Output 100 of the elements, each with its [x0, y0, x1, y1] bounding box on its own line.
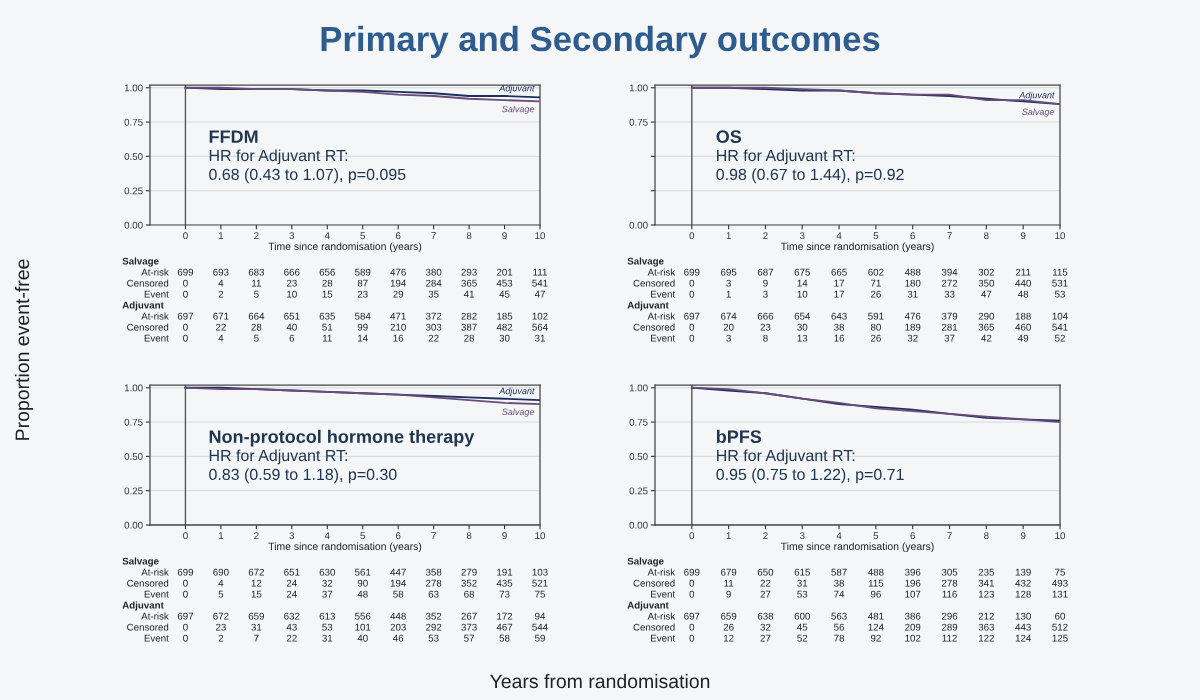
- x-tick-label: 0: [183, 232, 188, 240]
- x-tick-label: 4: [324, 232, 330, 239]
- x-tick-label: 8: [984, 532, 989, 540]
- text: At-risk 699 695 687 675 665 602 488 394 302 211 115: [647, 268, 1068, 276]
- x-tick-label: 1: [726, 532, 731, 539]
- y-tick-label: 0.25: [124, 487, 143, 495]
- x-tick-label: 10: [1055, 532, 1066, 540]
- x-tick-label: 6: [395, 232, 401, 240]
- y-tick-label: 0.00: [124, 221, 143, 229]
- y-tick-label: 0.50: [629, 453, 648, 460]
- x-tick-label: 0: [689, 532, 695, 540]
- x-tick-label: 7: [947, 232, 952, 239]
- x-tick-label: 6: [395, 532, 401, 540]
- text: Proportion event-free: [14, 259, 34, 440]
- x-tick-label: 3: [799, 532, 805, 540]
- y-tick-label: 1.00: [629, 384, 648, 392]
- text: Censored 0 4 12 24 32 90 194 278 352 435 521: [127, 579, 548, 587]
- text: Non-protocol hormone therapy: [209, 429, 475, 447]
- text: Event 0 1 3 10 17 26 31 33 47 48 53: [651, 290, 1065, 298]
- x-tick-label: 5: [873, 232, 879, 240]
- text: Censored 0 22 28 40 51 99 210 303 387 482 564: [127, 323, 548, 331]
- series-label: Adjuvant: [1018, 91, 1055, 101]
- text: Censored 0 23 31 43 53 101 203 292 373 467 544: [127, 623, 548, 631]
- x-tick-label: 6: [910, 232, 915, 240]
- text: Event 0 12 27 52 78 92 102 112 122 124 125: [651, 634, 1068, 642]
- series-label: Salvage: [502, 105, 535, 115]
- text: Censored 0 4 11 23 28 87 194 284 365 453 541: [127, 279, 548, 287]
- text: bPFS: [716, 429, 762, 444]
- y-tick-label: 1.00: [629, 84, 648, 92]
- x-axis-title: Time since randomisation (years): [780, 542, 934, 553]
- text: Censored 0 11 22 31 38 115 196 278 341 432 493: [633, 579, 1068, 587]
- x-tick-label: 10: [1055, 232, 1066, 240]
- text: Event 0 5 15 24 37 48 58 63 68 73 75: [144, 590, 545, 598]
- annotation: HR for Adjuvant RT: 0.95 (0.75 to 1.22), p=0.71: [716, 449, 904, 484]
- y-tick-label: 0.75: [629, 118, 648, 126]
- text: Adjuvant: [122, 301, 164, 311]
- x-tick-label: 2: [763, 232, 768, 239]
- x-tick-label: 6: [910, 532, 915, 540]
- x-tick-label: 9: [1020, 232, 1026, 240]
- annotation: HR for Adjuvant RT: 0.98 (0.67 to 1.44), p=0.92: [716, 149, 904, 184]
- y-tick-label: 0.00: [629, 221, 648, 229]
- x-axis-title: Time since randomisation (years): [268, 242, 422, 253]
- x-tick-label: 0: [689, 232, 695, 240]
- x-tick-label: 8: [984, 232, 989, 240]
- x-tick-label: 5: [360, 532, 366, 540]
- text: FFDM: [209, 130, 258, 143]
- text: Censored 0 3 9 14 17 71 180 272 350 440 531: [633, 279, 1068, 287]
- x-tick-label: 4: [324, 532, 330, 539]
- series-label: Salvage: [502, 408, 535, 417]
- series-label: Salvage: [1022, 108, 1055, 117]
- y-tick-label: 0.25: [124, 187, 143, 195]
- text: Salvage: [627, 257, 664, 267]
- x-tick-label: 1: [218, 532, 224, 539]
- text: OS: [716, 130, 742, 144]
- text: Primary and Secondary outcomes: [321, 25, 880, 59]
- y-tick-label: 0.75: [124, 118, 143, 126]
- text: At-risk 697 659 638 600 563 481 386 296 212 130 60: [647, 612, 1066, 620]
- text: At-risk 697 674 666 654 643 591 476 379 290 188 104: [647, 312, 1068, 320]
- text: Salvage: [122, 557, 159, 567]
- y-tick-label: 0.50: [124, 153, 143, 160]
- x-tick-label: 3: [289, 532, 295, 540]
- x-axis-title: Time since randomisation (years): [268, 542, 422, 553]
- x-tick-label: 4: [836, 532, 842, 539]
- x-tick-label: 3: [289, 232, 295, 240]
- x-tick-label: 7: [431, 232, 436, 239]
- x-tick-label: 8: [466, 532, 472, 540]
- y-tick-label: 1.00: [124, 84, 143, 92]
- text: Adjuvant: [627, 601, 669, 611]
- text: Salvage: [627, 557, 664, 567]
- x-tick-label: 5: [360, 232, 366, 240]
- x-tick-label: 1: [218, 232, 224, 239]
- text: Event 0 9 27 53 74 96 107 116 123 128 131: [651, 590, 1068, 598]
- y-tick-label: 0.50: [124, 453, 143, 460]
- text: Event 0 2 5 10 15 23 29 35 41 45 47: [144, 290, 545, 298]
- text: At-risk 697 672 659 632 613 556 448 352 267 172 94: [141, 612, 546, 620]
- annotation: HR for Adjuvant RT: 0.83 (0.59 to 1.18), p=0.30: [209, 449, 397, 484]
- y-tick-label: 0.75: [629, 418, 648, 426]
- series-label: Adjuvant: [498, 387, 535, 396]
- x-tick-label: 2: [254, 532, 259, 539]
- text: At-risk 699 679 650 615 587 488 396 305 235 139 75: [647, 568, 1065, 576]
- x-tick-label: 9: [1020, 532, 1026, 540]
- text: Censored 0 26 32 45 56 124 209 289 363 443 512: [633, 623, 1068, 631]
- text: At-risk 697 671 664 651 635 584 471 372 282 185 102: [141, 312, 548, 320]
- text: Censored 0 20 23 30 38 80 189 281 365 460 541: [633, 323, 1068, 331]
- text: Salvage: [122, 257, 159, 267]
- text: At-risk 699 690 672 651 630 561 447 358 279 191 103: [141, 568, 548, 576]
- x-tick-label: 10: [535, 532, 546, 540]
- x-tick-label: 4: [836, 232, 842, 239]
- x-tick-label: 3: [799, 232, 805, 240]
- annotation: HR for Adjuvant RT: 0.68 (0.43 to 1.07), p=0.095: [209, 149, 406, 184]
- series-label: Adjuvant: [498, 84, 535, 94]
- x-tick-label: 1: [726, 232, 731, 239]
- text: Event 0 3 8 13 16 26 32 37 42 49 52: [651, 334, 1065, 342]
- text: Adjuvant: [122, 601, 164, 611]
- x-tick-label: 2: [254, 232, 259, 239]
- text: Event 0 2 7 22 31 40 46 53 57 58 59: [144, 634, 545, 642]
- x-tick-label: 9: [502, 532, 507, 540]
- text: Adjuvant: [627, 301, 669, 311]
- x-tick-label: 9: [502, 232, 507, 240]
- y-tick-label: 0.75: [124, 418, 143, 426]
